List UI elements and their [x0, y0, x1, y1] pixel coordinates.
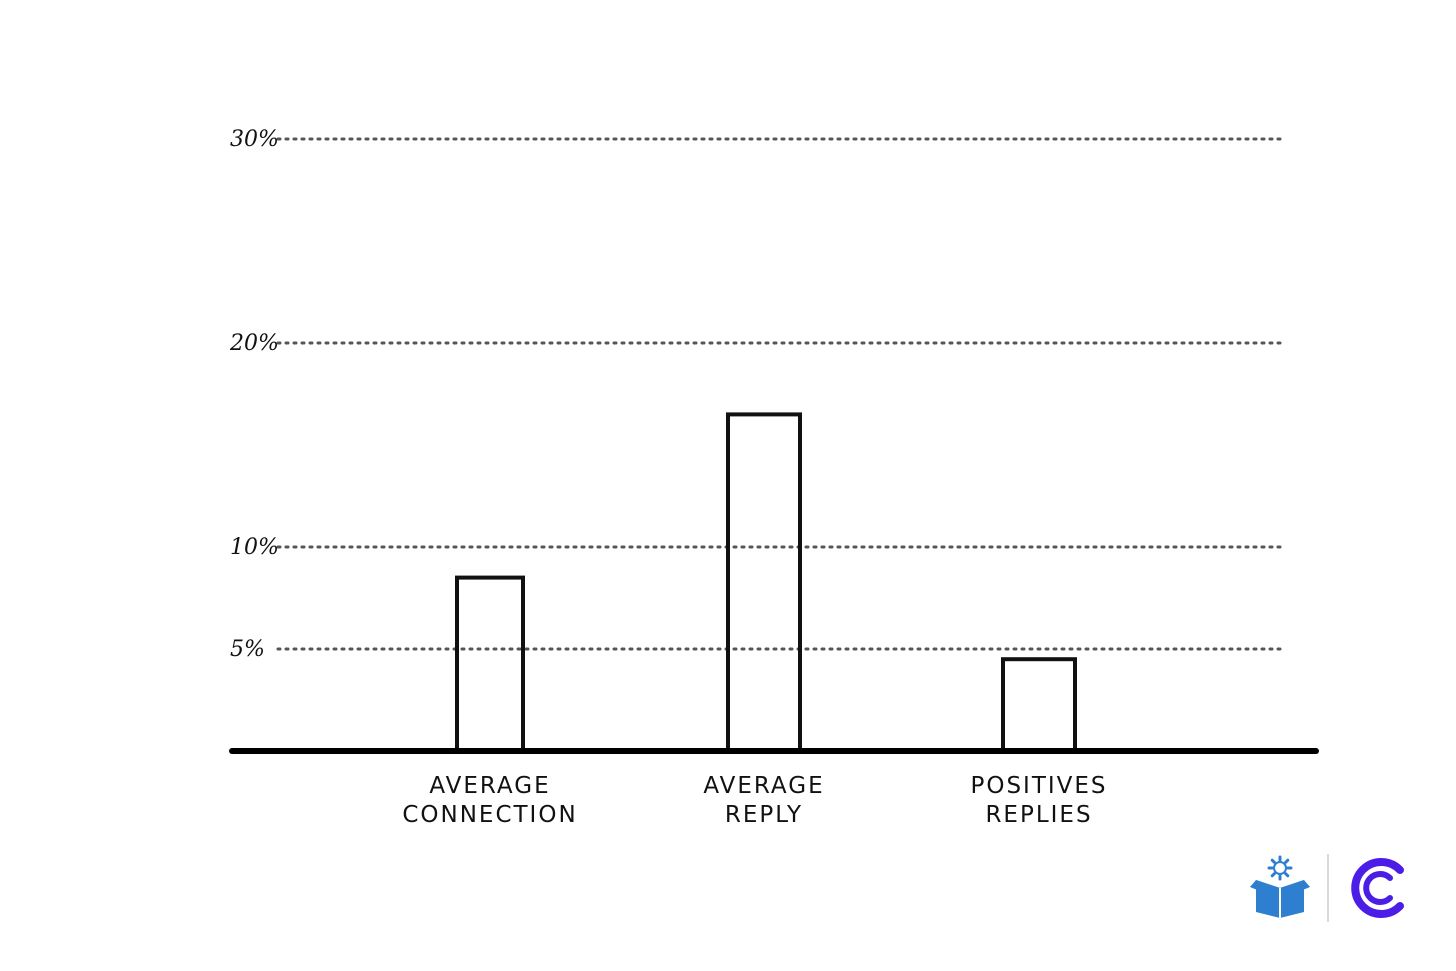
- x-category-label: REPLY: [725, 802, 803, 828]
- bar: [1001, 657, 1077, 754]
- grid-layer: [276, 137, 1286, 651]
- box-gear-icon: [1250, 855, 1310, 918]
- y-tick-labels: 5% 10% 20% 30%: [229, 127, 279, 662]
- bar: [726, 412, 802, 753]
- c-logo-icon: [1351, 858, 1404, 918]
- x-category-label: CONNECTION: [402, 802, 577, 828]
- bar: [455, 575, 525, 753]
- y-tick-label: 5%: [230, 637, 265, 662]
- brand-logos: [1250, 854, 1404, 922]
- x-category-label: REPLIES: [985, 802, 1092, 828]
- x-category-label: POSITIVES: [970, 773, 1107, 799]
- bars: [455, 412, 1077, 754]
- x-category-label: AVERAGE: [703, 773, 824, 799]
- y-tick-label: 20%: [229, 331, 279, 356]
- x-category-label: AVERAGE: [429, 773, 550, 799]
- y-tick-label: 30%: [230, 127, 279, 152]
- category-labels: AVERAGE CONNECTION AVERAGE REPLY POSITIVES RE…: [402, 773, 1107, 828]
- y-tick-label: 10%: [230, 535, 279, 560]
